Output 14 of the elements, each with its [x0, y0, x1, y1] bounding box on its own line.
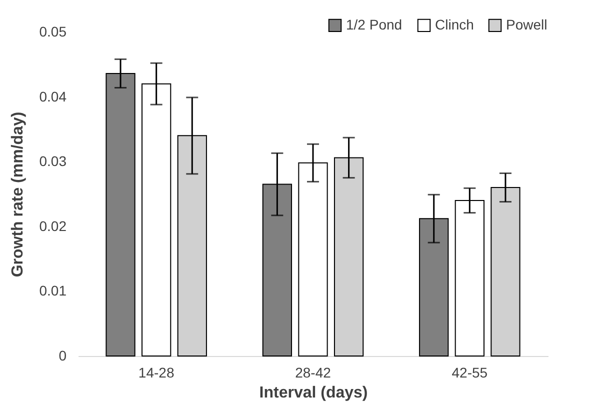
- y-tick-label: 0.04: [39, 88, 67, 104]
- x-tick-label: 42-55: [452, 364, 488, 380]
- x-axis-title: Interval (days): [259, 384, 368, 402]
- legend-label: Powell: [506, 16, 548, 32]
- y-tick-label: 0.05: [39, 24, 67, 40]
- y-tick-label: 0.02: [39, 218, 67, 234]
- y-axis-title: Growth rate (mm/day): [9, 112, 26, 278]
- y-tick-label: 0.03: [39, 153, 67, 170]
- legend-label: 1/2 Pond: [346, 16, 402, 32]
- y-tick-label: 0: [58, 348, 67, 364]
- y-tick-label: 0.01: [39, 282, 67, 299]
- x-tick-label: 28-42: [295, 364, 332, 380]
- legend-label: Clinch: [435, 16, 474, 32]
- x-tick-label: 14-28: [138, 364, 174, 380]
